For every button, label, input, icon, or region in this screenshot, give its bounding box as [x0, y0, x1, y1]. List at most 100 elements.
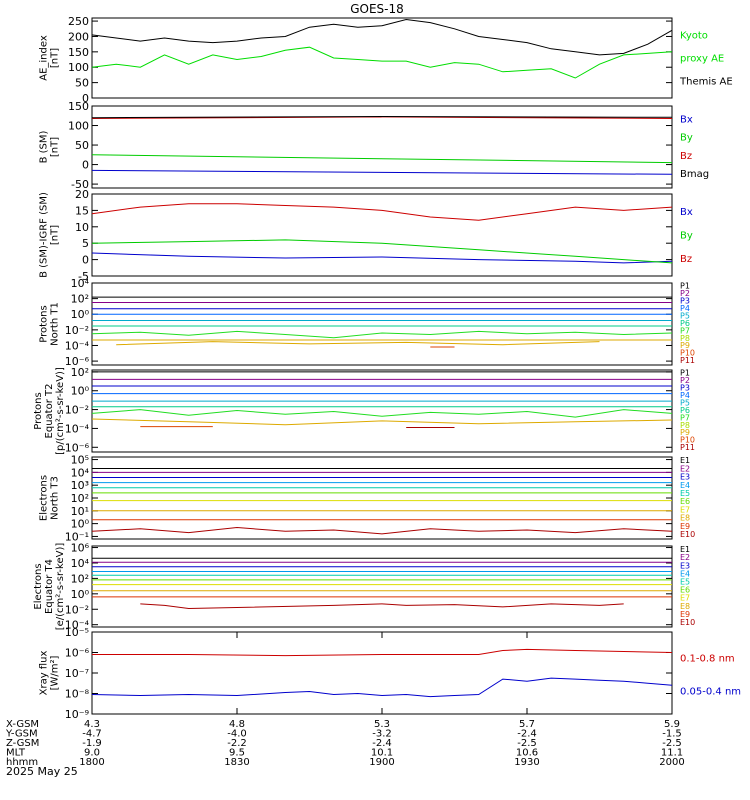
- y-tick-label: 50: [75, 139, 89, 152]
- legend-entry: E7: [680, 505, 690, 514]
- x-axis-value: -2.4: [372, 738, 392, 749]
- panel-xray: 10⁻⁹ 10⁻⁸ 10⁻⁷ 10⁻⁶ 10⁻⁵ Xray flux [W/m²] 0.1-0…: [39, 626, 742, 721]
- legend-entry: P6: [680, 319, 690, 328]
- legend-entry: 0.1-0.8 nm: [680, 654, 735, 665]
- panel-ae: 0 50 100 150 200 250 AE_index [nT] Kyoto proxy AE…: [39, 15, 733, 105]
- legend-entry: Bx: [680, 114, 693, 125]
- series-line-kyoto-proxy-ae: [91, 46, 673, 79]
- legend-entry: P10: [680, 349, 695, 358]
- y-axis-label: Protons: [39, 305, 50, 342]
- legend-entry: P9: [680, 428, 690, 437]
- legend-entry: E9: [680, 522, 690, 531]
- y-tick-label: 10⁻⁹: [65, 708, 89, 721]
- figure-title: GOES-18: [350, 2, 404, 16]
- legend-entry: P2: [680, 289, 690, 298]
- legend-entry: E10: [680, 618, 695, 627]
- legend-entry: E2: [680, 553, 690, 562]
- y-tick-label: 5: [82, 237, 89, 250]
- x-axis-value: 1800: [79, 757, 104, 768]
- legend-entry: P7: [680, 326, 690, 335]
- y-tick-label: 10⁻²: [65, 324, 89, 337]
- x-axis-value: -2.4: [517, 729, 537, 740]
- y-axis-label: [nT]: [50, 137, 61, 157]
- series-line-by: [91, 239, 673, 264]
- y-tick-label: 200: [68, 30, 89, 43]
- legend-entry: P1: [680, 282, 690, 291]
- panel-bdiff: -5 0 5 10 15 20 B (SM)-IGRF (SM) [nT] Bx By Bz: [39, 188, 693, 283]
- y-tick-label: -5: [78, 270, 89, 283]
- y-axis-label: [nT]: [50, 48, 61, 68]
- legend-entry: E6: [680, 586, 690, 595]
- legend-entry: P8: [680, 334, 690, 343]
- legend-entry: E6: [680, 497, 690, 506]
- series-line-e10: [140, 603, 624, 610]
- legend-entry: Bmag: [680, 169, 709, 180]
- x-axis-row-label: Z-GSM: [6, 738, 39, 749]
- series-line-bmag: [91, 115, 673, 119]
- series-line-p7: [91, 409, 673, 418]
- y-tick-label: 50: [75, 77, 89, 90]
- panel-frame: [91, 369, 673, 453]
- legend-entry: Kyoto: [680, 31, 708, 42]
- legend-entry: By: [680, 231, 693, 242]
- y-tick-label: 150: [68, 46, 89, 59]
- y-tick-label: 10⁻²: [65, 603, 89, 616]
- y-tick-label: 10⁻⁶: [65, 355, 90, 368]
- y-tick-label: 10⁻⁵: [65, 626, 89, 639]
- panel-frame: [91, 282, 673, 366]
- x-axis-value: 9.5: [229, 748, 245, 759]
- legend-entry: P3: [680, 297, 690, 306]
- y-tick-label: 10⁻⁴: [65, 339, 90, 352]
- series-line-p8: [91, 418, 673, 426]
- legend-entry: E5: [680, 489, 690, 498]
- y-tick-label: 150: [68, 100, 89, 113]
- x-axis-row-label: Y-GSM: [5, 729, 38, 740]
- x-axis-value: 2000: [659, 757, 684, 768]
- legend-entry: P4: [680, 391, 690, 400]
- legend-entry: E5: [680, 577, 690, 586]
- panel-frame: [91, 545, 673, 628]
- legend-entry: P8: [680, 421, 690, 430]
- y-tick-label: 10⁴: [71, 277, 90, 290]
- y-axis-label: Electrons: [39, 475, 50, 521]
- x-axis-row-label: hhmm: [6, 757, 38, 768]
- panel-p_north: 10⁻⁶ 10⁻⁴ 10⁻² 10⁰ 10² 10⁴ Protons North T1 P1P2…: [39, 277, 696, 368]
- y-tick-label: 10⁻⁶: [65, 441, 90, 454]
- legend-entry: E9: [680, 610, 690, 619]
- x-axis-value: -2.2: [227, 738, 247, 749]
- y-tick-label: 10⁻⁴: [65, 422, 90, 435]
- x-axis-value: -1.5: [662, 729, 682, 740]
- legend-entry: P3: [680, 384, 690, 393]
- y-tick-label: 10⁴: [71, 557, 90, 570]
- y-axis-label: [nT]: [50, 225, 61, 245]
- panel-frame: [91, 17, 673, 99]
- y-tick-label: 10⁰: [71, 308, 90, 321]
- x-axis-value: 5.7: [519, 719, 535, 730]
- y-axis-label: Equator T2: [44, 384, 55, 439]
- legend-entry: E1: [680, 456, 690, 465]
- x-axis-value: 5.3: [374, 719, 390, 730]
- x-axis-value: 5.9: [664, 719, 680, 730]
- y-tick-label: 100: [68, 120, 89, 133]
- x-axis-value: -3.2: [372, 729, 392, 740]
- legend-entry: Themis AE: [679, 76, 733, 87]
- legend-entry: P11: [680, 356, 695, 365]
- x-axis-value: 10.6: [516, 748, 538, 759]
- legend-entry: P5: [680, 311, 690, 320]
- legend-entry: 0.05-0.4 nm: [680, 686, 741, 697]
- y-tick-label: 10⁰: [71, 385, 90, 398]
- y-axis-label: Electrons: [33, 563, 44, 609]
- legend-entry: E4: [680, 481, 690, 490]
- y-tick-label: 10⁻⁷: [65, 667, 89, 680]
- series-line-themis-ae: [91, 18, 673, 56]
- legend-entry: E10: [680, 530, 695, 539]
- x-axis-value: 11.1: [661, 748, 683, 759]
- series-line-p7: [91, 330, 673, 339]
- y-tick-label: 10⁻⁴: [65, 619, 90, 632]
- legend-entry: P4: [680, 304, 690, 313]
- legend-entry: P2: [680, 376, 690, 385]
- y-tick-label: 10⁻¹: [65, 530, 89, 543]
- series-line-by: [91, 154, 673, 164]
- y-tick-label: 10⁶: [71, 542, 90, 555]
